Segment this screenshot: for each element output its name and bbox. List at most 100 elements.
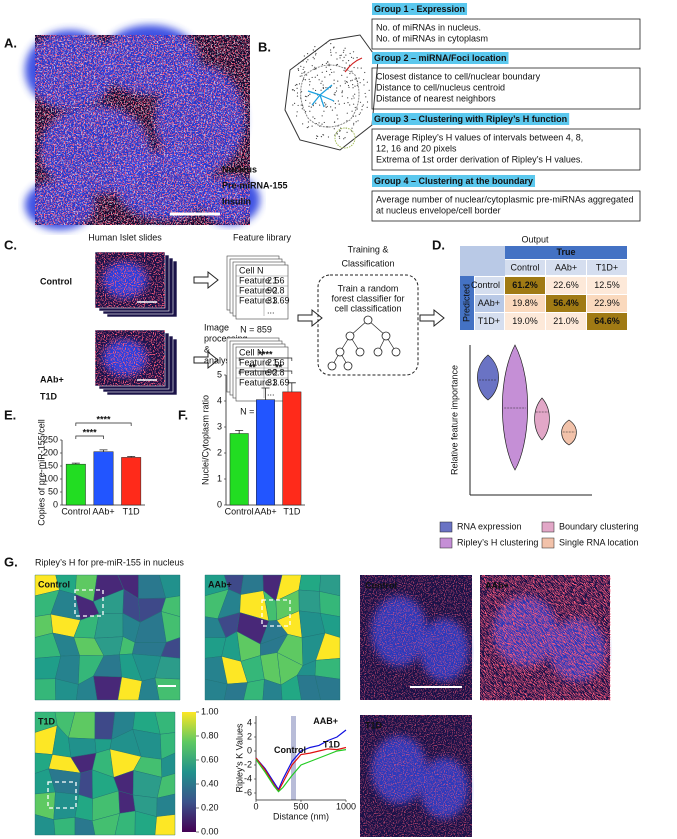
rna-dot: [364, 71, 366, 74]
rna-dot: [339, 130, 341, 132]
column-label: T1D+: [596, 262, 618, 272]
section-title: Classification: [341, 258, 394, 268]
cluster-ring: [334, 127, 356, 149]
classifier-text: Train a random: [338, 283, 399, 293]
rna-dot: [336, 58, 338, 60]
rna-dot: [343, 56, 345, 59]
rna-dot: [346, 76, 348, 78]
rna-dot: [307, 94, 310, 97]
rna-dot: [334, 91, 336, 94]
rna-dot: [314, 117, 316, 120]
rna-dot: [361, 109, 363, 111]
table-cell: Feature 3: [239, 295, 278, 305]
rna-dot: [335, 64, 338, 66]
rna-dot: [302, 123, 304, 125]
rna-dot: [314, 50, 316, 53]
table-cell: 12.5%: [594, 280, 620, 290]
y-tick-label: 1: [217, 473, 222, 483]
rna-dot: [302, 68, 304, 71]
rna-dot: [352, 87, 354, 89]
rna-dot: [322, 84, 324, 86]
rna-dot: [345, 62, 347, 64]
table-header: Cell N: [239, 347, 264, 357]
group-highlight: [372, 175, 536, 187]
rna-dot: [345, 54, 347, 56]
rna-dot: [337, 118, 339, 120]
rna-dot: [361, 105, 363, 107]
rna-dot: [303, 72, 305, 74]
rna-dot: [352, 103, 355, 105]
rna-dot: [352, 95, 354, 97]
rna-dot: [314, 45, 316, 48]
table-cell: Feature 1: [239, 275, 278, 285]
voronoi-cell: [53, 791, 80, 820]
rna-dot: [305, 99, 307, 101]
table-header: True: [556, 247, 575, 257]
rna-dot: [312, 88, 314, 90]
rna-dot: [338, 103, 340, 105]
rna-dot: [299, 97, 302, 99]
voronoi-cell: [314, 675, 341, 701]
rna-dot: [342, 51, 345, 53]
table-cell: 2.56: [267, 275, 285, 285]
rna-dot: [336, 87, 338, 89]
rna-dot: [354, 78, 356, 80]
rna-dot: [296, 84, 298, 86]
rna-dot: [348, 86, 350, 89]
group-item: Extrema of 1st order derivation of Riple…: [376, 154, 583, 164]
bar: [229, 433, 249, 506]
rna-dot: [319, 125, 321, 127]
section-title: Training &: [348, 244, 389, 254]
rna-dot: [344, 82, 346, 84]
table-cell: Feature 1: [239, 357, 278, 367]
rna-dot: [301, 72, 303, 74]
rna-dot: [326, 126, 328, 128]
rna-dot: [300, 91, 303, 93]
x-tick-label: T1D: [123, 506, 141, 516]
rna-dot: [296, 111, 298, 113]
cell-outline: [284, 34, 379, 151]
group-label: AAb+: [40, 374, 64, 384]
rna-dot: [336, 133, 338, 135]
rna-dot: [316, 74, 319, 76]
rna-dot: [338, 135, 340, 138]
error-bar: [99, 449, 108, 452]
error-bar: [127, 455, 136, 458]
process-label: Image: [204, 322, 229, 332]
row-label: T1D+: [478, 316, 500, 326]
axis-label: Copies of pre-miR-155/cell: [36, 419, 46, 526]
error-bar: [71, 462, 80, 465]
rna-dot: [341, 74, 343, 76]
significance-bracket: [75, 422, 132, 426]
rna-dot: [330, 42, 332, 45]
rna-dot: [301, 108, 303, 110]
rna-dot: [320, 136, 323, 138]
rna-dot: [331, 109, 334, 111]
boundary-line: [344, 57, 363, 73]
table-cell: 2.56: [267, 357, 285, 367]
y-tick-label: 3: [217, 421, 222, 431]
rna-dot: [339, 54, 341, 57]
rna-dot: [320, 89, 322, 91]
rna-dot: [343, 49, 345, 51]
centroid-lines: [307, 84, 335, 108]
x-tick-label: AAb+: [92, 506, 114, 516]
rna-dot: [312, 116, 314, 118]
rna-dot: [339, 85, 341, 87]
rna-dot: [368, 89, 370, 91]
rna-dot: [303, 78, 305, 80]
rna-dot: [344, 137, 346, 139]
rna-dot: [321, 80, 323, 82]
rna-dot: [305, 61, 308, 63]
colorbar-tick-label: 0.00: [201, 826, 219, 836]
rna-dot: [307, 126, 310, 128]
group-item: No. of miRNAs in nucleus.: [376, 22, 481, 32]
rna-dot: [301, 75, 303, 77]
rna-dot: [331, 71, 333, 74]
rna-dot: [300, 104, 302, 106]
rna-dot: [325, 103, 327, 105]
group-title: Group 1 - Expression: [374, 4, 465, 14]
rna-dot: [333, 128, 335, 130]
map-label: T1D: [38, 716, 56, 726]
colorbar-tick-label: 1.00: [201, 706, 219, 716]
